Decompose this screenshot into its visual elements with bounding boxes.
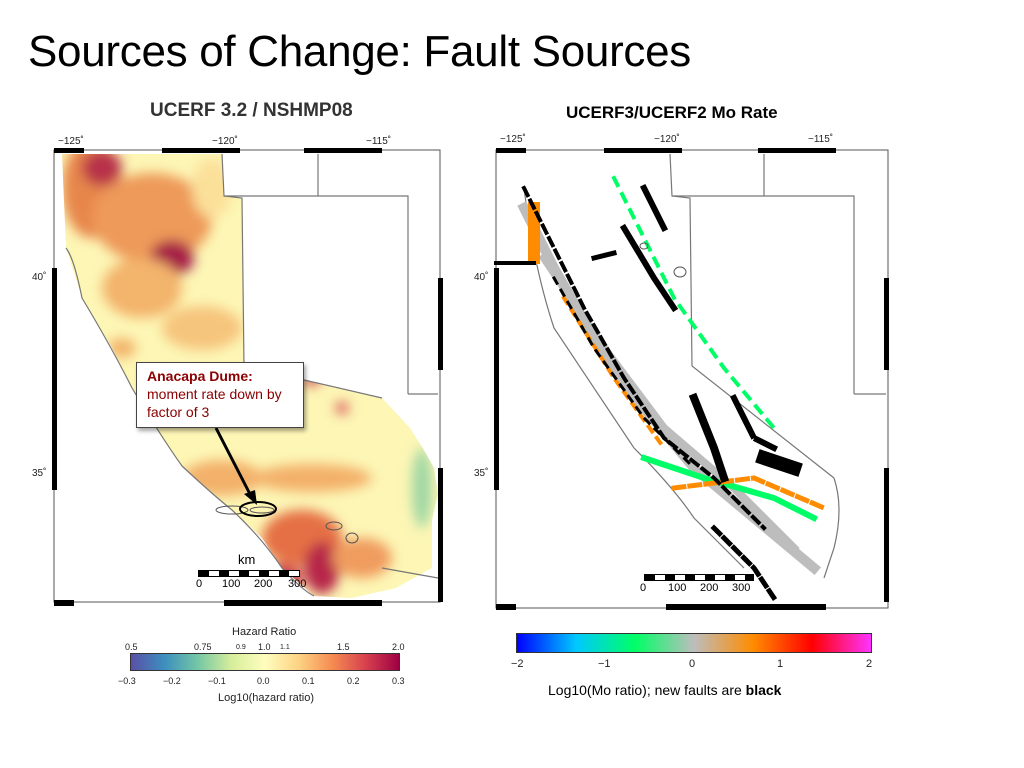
left-colorbar xyxy=(130,653,400,671)
slide-title: Sources of Change: Fault Sources xyxy=(28,27,691,76)
left-cb-bot-tick-4: 0.1 xyxy=(302,676,315,686)
left-scale-tick-0: 0 xyxy=(196,578,203,590)
left-lon-tick-125: −125˚ xyxy=(58,136,84,147)
right-scale-bar xyxy=(644,574,754,581)
left-cb-top-tick-1: 0.75 xyxy=(194,642,212,652)
callout-body: moment rate down by factor of 3 xyxy=(147,386,282,420)
right-map-title: UCERF3/UCERF2 Mo Rate xyxy=(566,103,778,122)
left-cb-top-tick-3: 1.0 xyxy=(258,642,271,652)
callout-heading: Anacapa Dume: xyxy=(147,368,253,384)
right-lat-tick-40: 40˚ xyxy=(474,272,489,283)
right-colorbar xyxy=(516,633,872,653)
left-cb-bot-tick-0: −0.3 xyxy=(118,676,136,686)
right-scale-tick-300: 300 xyxy=(732,582,751,594)
right-cb-tick-0: −2 xyxy=(511,658,524,670)
right-cb-tick-4: 2 xyxy=(866,658,873,670)
right-lon-tick-115: −115˚ xyxy=(808,134,834,145)
left-colorbar-xlabel: Log10(hazard ratio) xyxy=(218,692,315,704)
left-scale-tick-200: 200 xyxy=(254,578,273,590)
left-cb-top-tick-4: 1.1 xyxy=(280,644,290,651)
right-lon-tick-125: −125˚ xyxy=(500,134,526,145)
left-cb-bot-tick-2: −0.1 xyxy=(208,676,226,686)
right-cb-tick-2: 0 xyxy=(689,658,696,670)
left-cb-top-tick-2: 0.9 xyxy=(236,644,246,651)
caption-bold: black xyxy=(745,682,782,698)
left-cb-top-tick-6: 2.0 xyxy=(392,642,405,652)
left-cb-top-tick-0: 0.5 xyxy=(125,642,138,652)
right-mo-rate-map xyxy=(494,148,889,610)
left-lon-tick-115: −115˚ xyxy=(366,136,392,147)
left-cb-bot-tick-1: −0.2 xyxy=(163,676,181,686)
left-scale-unit: km xyxy=(238,552,256,567)
left-colorbar-title: Hazard Ratio xyxy=(232,626,297,638)
left-map-title: UCERF 3.2 / NSHMP08 xyxy=(150,100,353,121)
right-cb-tick-3: 1 xyxy=(777,658,784,670)
left-scale-bar xyxy=(198,570,300,577)
right-scale-tick-200: 200 xyxy=(700,582,719,594)
right-cb-tick-1: −1 xyxy=(598,658,611,670)
anacapa-dume-callout: Anacapa Dume: moment rate down by factor… xyxy=(136,362,304,428)
left-cb-bot-tick-5: 0.2 xyxy=(347,676,360,686)
right-colorbar-caption: Log10(Mo ratio); new faults are black xyxy=(548,682,781,698)
left-scale-tick-300: 300 xyxy=(288,578,307,590)
left-cb-bot-tick-3: 0.0 xyxy=(257,676,270,686)
left-cb-bot-tick-6: 0.3 xyxy=(392,676,405,686)
left-lat-tick-35: 35˚ xyxy=(32,468,47,479)
caption-prefix: Log10(Mo ratio); new faults are xyxy=(548,682,742,698)
right-scale-tick-0: 0 xyxy=(640,582,647,594)
left-lon-tick-120: −120˚ xyxy=(212,136,238,147)
left-cb-top-tick-5: 1.5 xyxy=(337,642,350,652)
left-lat-tick-40: 40˚ xyxy=(32,272,47,283)
right-scale-tick-100: 100 xyxy=(668,582,687,594)
right-lat-tick-35: 35˚ xyxy=(474,468,489,479)
left-scale-tick-100: 100 xyxy=(222,578,241,590)
right-lon-tick-120: −120˚ xyxy=(654,134,680,145)
